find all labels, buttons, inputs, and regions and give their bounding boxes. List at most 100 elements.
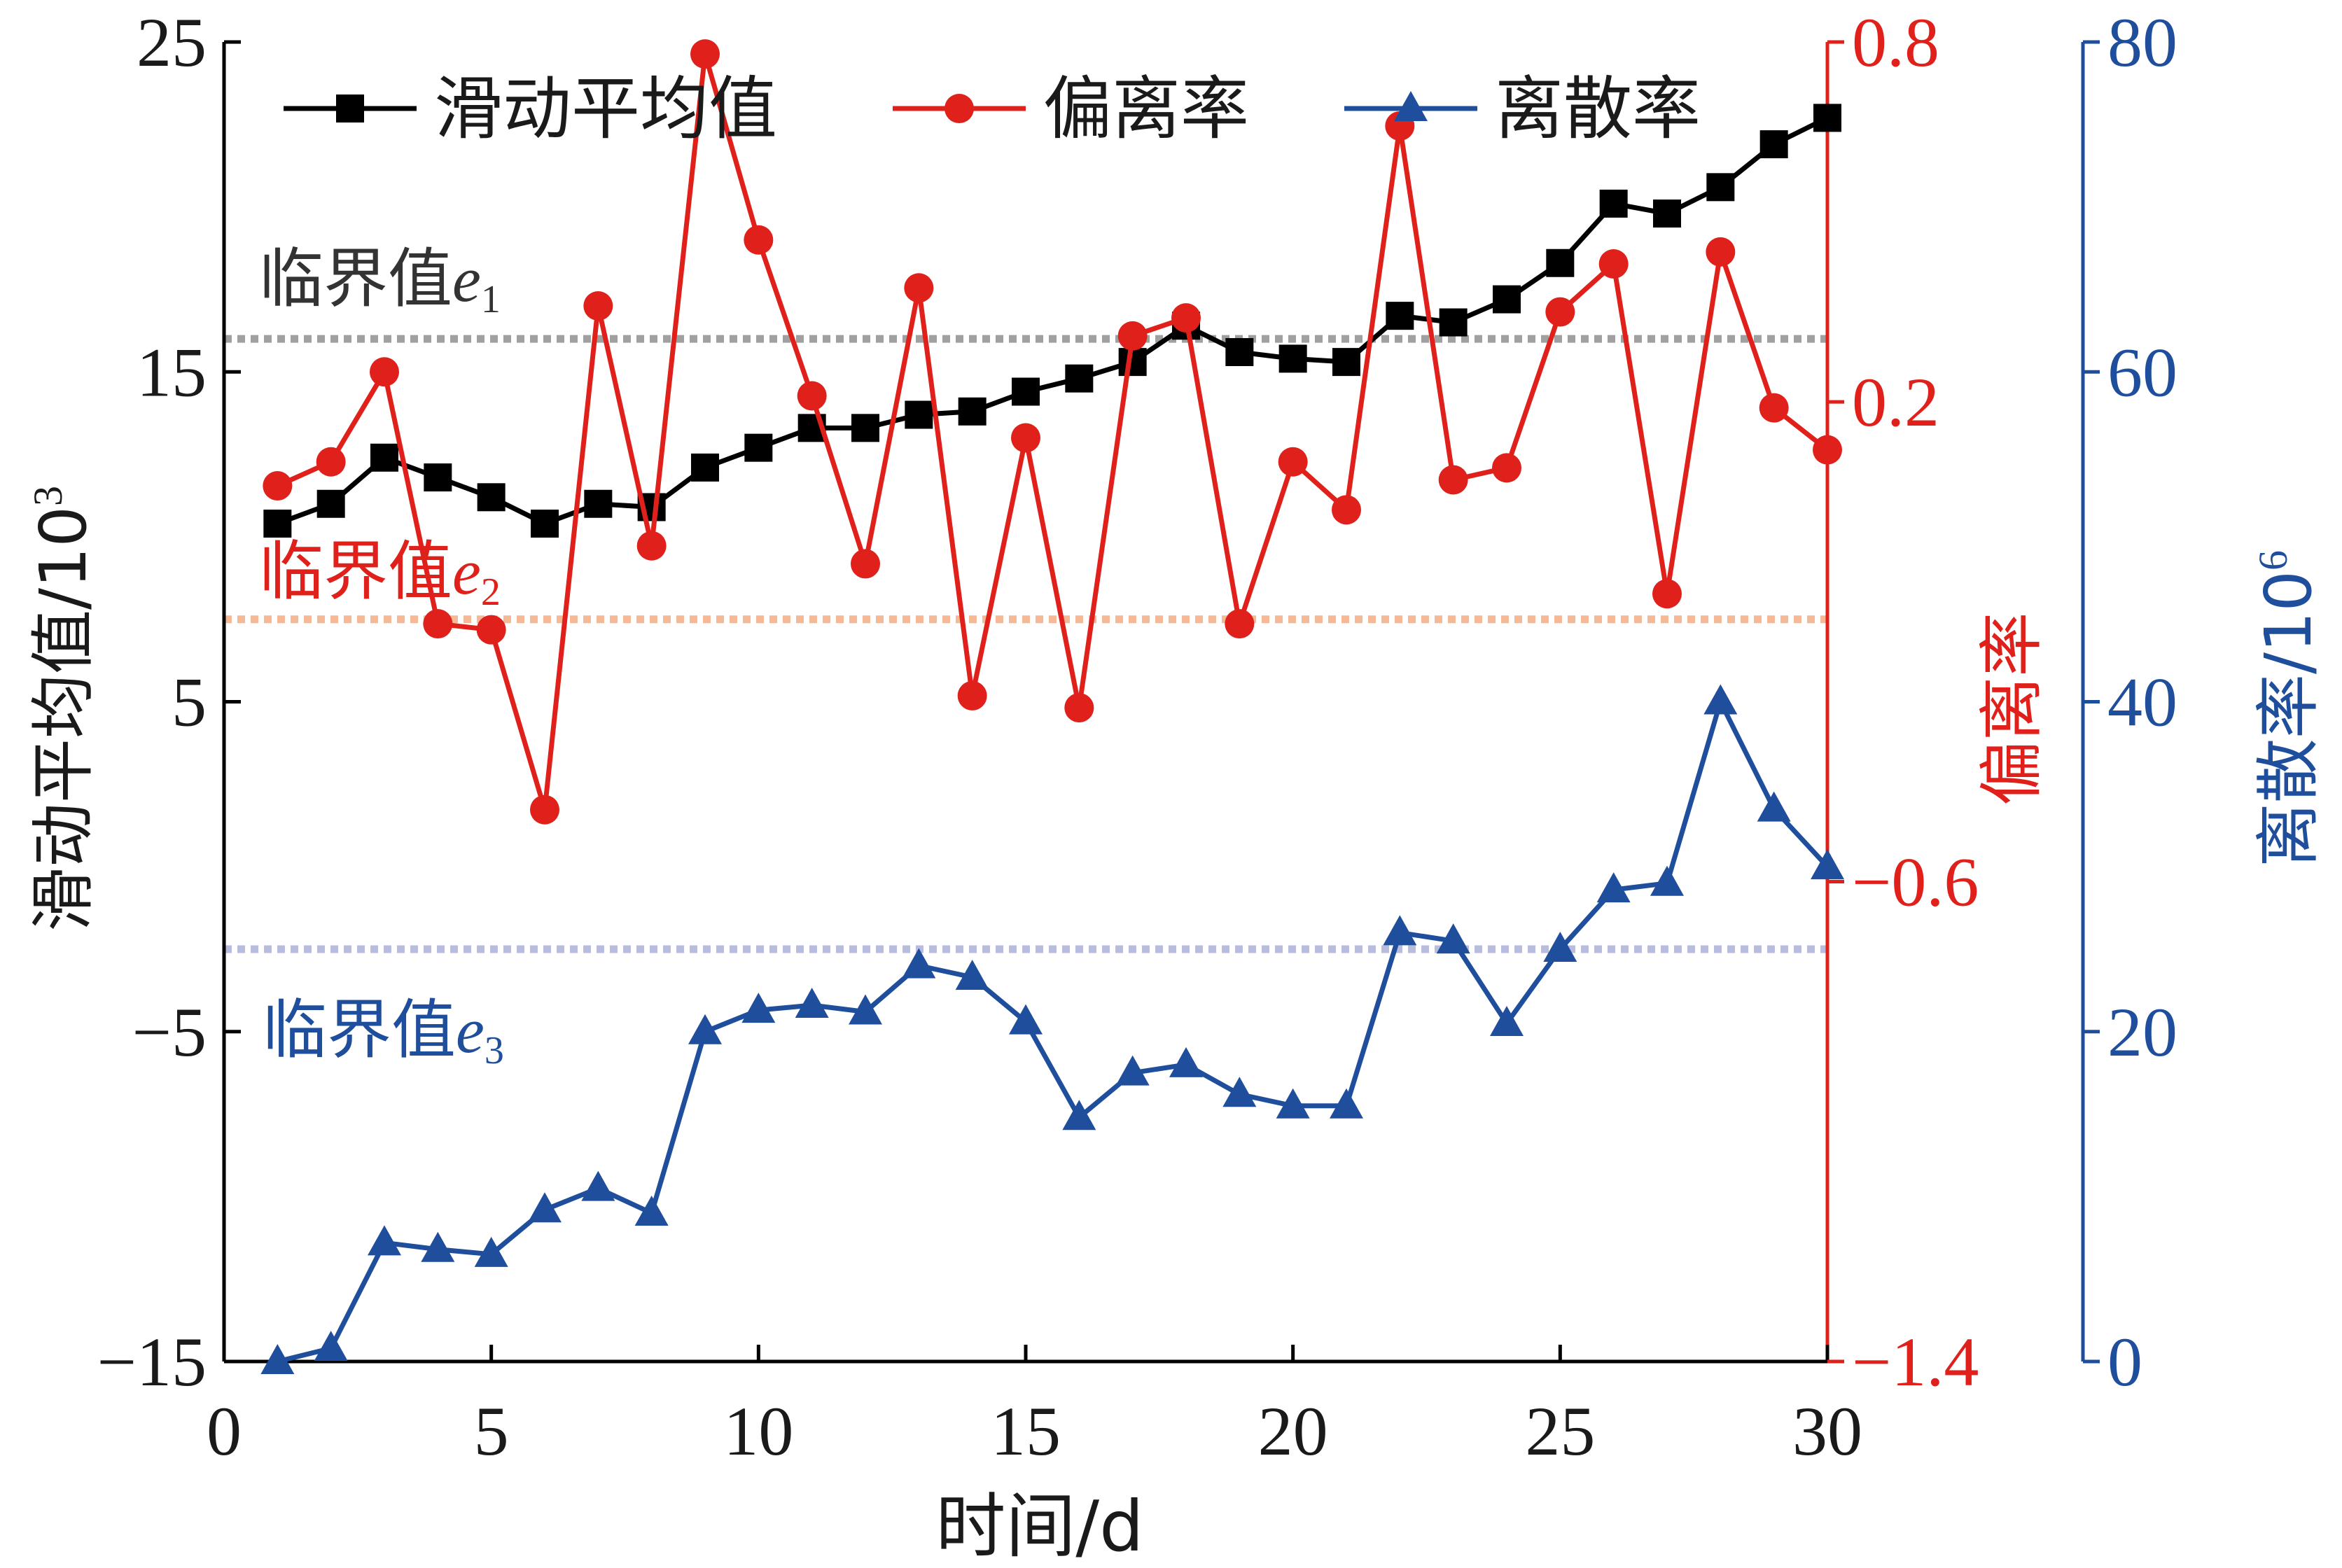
point-deviation-rate-18 <box>1171 303 1201 333</box>
point-dispersion-rate-24 <box>1490 1005 1524 1036</box>
point-moving-average-26 <box>1599 189 1628 218</box>
x-tick-label-10: 10 <box>723 1392 793 1470</box>
point-moving-average-2 <box>316 489 345 518</box>
point-moving-average-10 <box>744 433 773 462</box>
point-deviation-rate-19 <box>1225 609 1255 639</box>
legend-label-deviation-rate: 偏离率 <box>1043 69 1249 149</box>
point-dispersion-rate-9 <box>688 1014 722 1044</box>
series-line-deviation-rate <box>276 51 1829 813</box>
point-dispersion-rate-30 <box>1811 849 1844 880</box>
y-left-tick-label-4: 25 <box>137 4 207 81</box>
y-left-tick-label-1: −5 <box>132 993 207 1071</box>
point-dispersion-rate-16 <box>1062 1100 1096 1130</box>
point-moving-average-21 <box>1332 348 1360 377</box>
point-moving-average-30 <box>1813 104 1841 132</box>
x-axis-label: 时间/d <box>935 1485 1143 1567</box>
point-dispersion-rate-12 <box>849 994 882 1025</box>
point-deviation-rate-7 <box>583 291 613 321</box>
point-moving-average-3 <box>370 443 398 472</box>
point-dispersion-rate-28 <box>1703 684 1738 715</box>
point-moving-average-13 <box>905 400 933 429</box>
point-dispersion-rate-4 <box>421 1231 455 1262</box>
point-dispersion-rate-27 <box>1650 865 1684 896</box>
y-axis-right2-label: 离散率/106 <box>2250 550 2326 867</box>
point-deviation-rate-4 <box>423 609 453 639</box>
point-moving-average-12 <box>851 414 879 442</box>
x-tick-label-20: 20 <box>1258 1392 1328 1470</box>
point-deviation-rate-6 <box>530 794 559 825</box>
y-right2-tick-label-1: 20 <box>2107 993 2177 1071</box>
point-dispersion-rate-11 <box>795 988 829 1018</box>
point-moving-average-16 <box>1065 364 1094 393</box>
plot-area: 临界值e1 临界值e2 临界值e3 0 5 10 15 20 25 30 时间/d −15 −5 5 15 2… <box>25 4 2326 1567</box>
point-moving-average-24 <box>1493 285 1521 314</box>
point-dispersion-rate-21 <box>1330 1088 1363 1119</box>
point-deviation-rate-24 <box>1492 453 1521 483</box>
point-moving-average-29 <box>1759 130 1788 159</box>
point-moving-average-14 <box>958 397 987 426</box>
point-dispersion-rate-10 <box>741 993 776 1023</box>
point-dispersion-rate-13 <box>902 948 936 979</box>
y-left-tick-label-0: −15 <box>97 1323 207 1401</box>
point-deviation-rate-1 <box>263 471 293 501</box>
legend-marker-deviation-rate <box>945 94 974 123</box>
point-deviation-rate-2 <box>316 447 346 477</box>
y-right2-tick-label-3: 60 <box>2107 333 2177 411</box>
point-moving-average-7 <box>584 489 613 518</box>
x-tick-label-25: 25 <box>1525 1392 1595 1470</box>
point-deviation-rate-21 <box>1332 495 1361 525</box>
point-deviation-rate-15 <box>1011 423 1040 453</box>
point-dispersion-rate-2 <box>314 1331 348 1362</box>
point-moving-average-4 <box>424 463 452 492</box>
point-deviation-rate-10 <box>744 225 774 255</box>
threshold-label-1: 临界值e1 <box>259 241 501 321</box>
point-dispersion-rate-19 <box>1222 1077 1257 1107</box>
point-deviation-rate-30 <box>1813 435 1842 465</box>
point-deviation-rate-23 <box>1438 465 1468 495</box>
legend-marker-dispersion-rate <box>1394 91 1428 121</box>
y-right1-tick-label-4: 0.8 <box>1852 4 1939 81</box>
y-right2-tick-label-0: 0 <box>2107 1323 2142 1401</box>
series-line-dispersion-rate <box>277 699 1829 1364</box>
point-deviation-rate-28 <box>1706 237 1736 267</box>
x-tick-label-15: 15 <box>991 1392 1061 1470</box>
point-moving-average-15 <box>1012 377 1040 406</box>
point-dispersion-rate-3 <box>368 1225 401 1256</box>
point-deviation-rate-29 <box>1759 393 1789 423</box>
point-moving-average-5 <box>477 483 506 512</box>
series-line-moving-average <box>277 115 1829 526</box>
point-moving-average-25 <box>1546 248 1575 277</box>
point-deviation-rate-27 <box>1652 579 1682 609</box>
point-dispersion-rate-1 <box>260 1344 295 1374</box>
point-dispersion-rate-26 <box>1596 872 1631 903</box>
point-dispersion-rate-29 <box>1757 791 1791 822</box>
y-axis-left-label: 滑动平均值/103 <box>25 486 101 932</box>
y-right2-tick-label-2: 40 <box>2107 664 2177 741</box>
point-dispersion-rate-25 <box>1543 931 1577 962</box>
x-tick-label-0: 0 <box>207 1392 242 1470</box>
x-tick-label-30: 30 <box>1792 1392 1862 1470</box>
point-dispersion-rate-7 <box>581 1170 615 1201</box>
point-dispersion-rate-15 <box>1009 1004 1043 1035</box>
point-deviation-rate-8 <box>636 531 667 561</box>
point-deviation-rate-9 <box>690 39 720 69</box>
point-deviation-rate-16 <box>1064 693 1094 723</box>
y-axis-right1-label: 偏离率 <box>1974 612 2049 805</box>
y-right1-tick-label-1: −0.6 <box>1852 844 1979 921</box>
point-moving-average-19 <box>1225 337 1254 366</box>
y-left-tick-label-2: 5 <box>172 664 207 741</box>
point-moving-average-20 <box>1278 344 1307 373</box>
point-deviation-rate-11 <box>797 381 827 411</box>
point-moving-average-27 <box>1653 200 1681 228</box>
point-dispersion-rate-17 <box>1115 1055 1150 1086</box>
y-left-tick-label-3: 15 <box>137 333 207 411</box>
legend-label-dispersion-rate: 离散率 <box>1495 69 1701 149</box>
point-dispersion-rate-6 <box>528 1192 562 1223</box>
point-dispersion-rate-20 <box>1276 1088 1310 1119</box>
point-moving-average-28 <box>1706 173 1735 202</box>
point-moving-average-22 <box>1386 302 1414 330</box>
point-deviation-rate-17 <box>1117 321 1148 351</box>
y-right1-tick-label-0: −1.4 <box>1852 1323 1979 1401</box>
point-deviation-rate-26 <box>1598 249 1629 279</box>
